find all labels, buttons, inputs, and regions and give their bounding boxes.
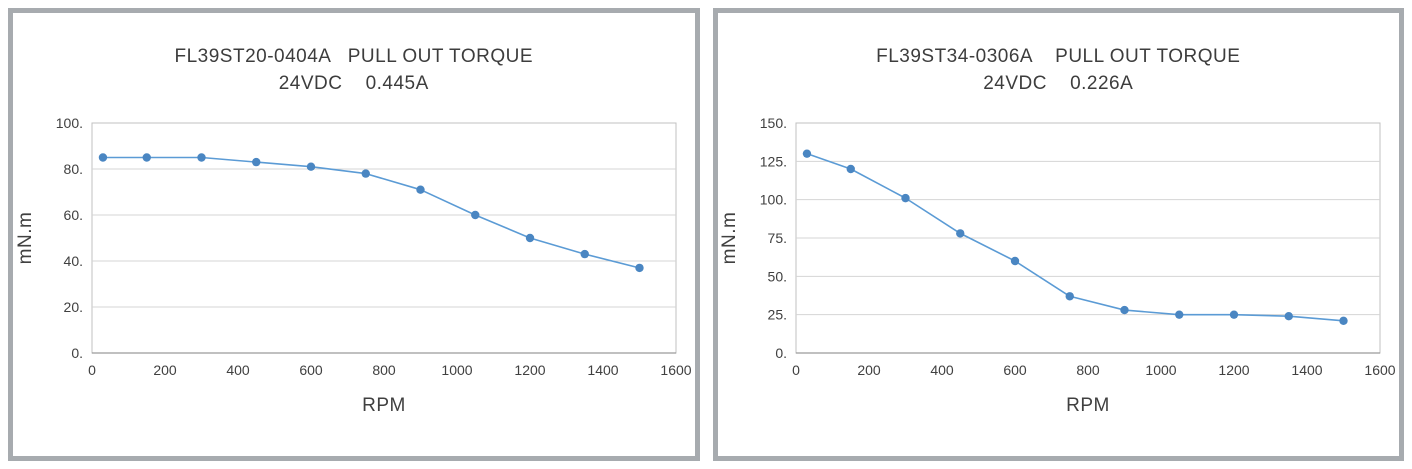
x-tick-label: 800 — [372, 362, 396, 378]
data-point-marker — [1065, 292, 1075, 301]
y-tick-label: 100. — [56, 115, 83, 131]
data-point-marker — [1339, 316, 1348, 325]
data-point-marker — [1120, 305, 1129, 315]
y-tick-label: 60. — [63, 207, 82, 223]
y-tick-label: 100. — [760, 192, 787, 208]
data-point-marker — [803, 149, 812, 158]
x-tick-label: 200 — [153, 362, 177, 378]
x-tick-label: 1600 — [1365, 362, 1396, 378]
y-tick-label: 50. — [768, 268, 787, 284]
data-point-marker — [1284, 312, 1294, 321]
x-tick-label: 600 — [1004, 362, 1028, 378]
data-point-marker — [580, 249, 589, 259]
data-point-marker — [251, 157, 261, 167]
data-point-marker — [901, 193, 910, 203]
torque-curve — [806, 152, 1344, 322]
chart-subtitle: 24VDC 0.445A — [278, 73, 429, 94]
data-point-marker — [306, 162, 315, 171]
chart-subtitle: 24VDC 0.226A — [983, 73, 1134, 94]
chart-panel-left: FL39ST20-0404A PULL OUT TORQUE 24VDC 0.4… — [8, 8, 700, 461]
torque-chart-right: 0. 25. 50. 75. 100. 125. 150. 0 200 400 600 800 1000… — [718, 97, 1398, 422]
x-tick-label: 1400 — [1292, 362, 1323, 378]
x-tick-label: 0 — [792, 362, 800, 378]
chart-title-block: FL39ST34-0306A PULL OUT TORQUE 24VDC 0.2… — [718, 43, 1400, 97]
y-axis-title: mN.m — [719, 212, 740, 265]
x-axis-title: RPM — [1066, 395, 1110, 416]
y-tick-label: 150. — [760, 115, 787, 131]
y-tick-label: 0. — [71, 345, 83, 361]
y-tick-label: 40. — [63, 253, 82, 269]
chart-panel-right: FL39ST34-0306A PULL OUT TORQUE 24VDC 0.2… — [712, 8, 1404, 461]
data-point-marker — [361, 169, 370, 178]
x-tick-label: 1400 — [587, 362, 618, 378]
data-point-marker — [197, 153, 206, 162]
data-point-marker — [525, 233, 534, 243]
data-point-marker — [416, 185, 425, 194]
data-point-marker — [846, 164, 856, 174]
x-tick-label: 0 — [88, 362, 96, 378]
torque-curve — [102, 156, 640, 269]
chart-canvas: 0. 25. 50. 75. 100. 125. 150. 0 200 400 600 800 1000… — [719, 115, 1396, 416]
data-point-marker — [635, 263, 644, 273]
x-tick-label: 1600 — [660, 362, 691, 378]
x-tick-label: 600 — [299, 362, 323, 378]
y-tick-label: 25. — [768, 307, 787, 323]
x-tick-label: 400 — [931, 362, 955, 378]
chart-title: FL39ST34-0306A PULL OUT TORQUE — [876, 46, 1241, 67]
x-tick-label: 1000 — [441, 362, 472, 378]
x-tick-label: 1200 — [514, 362, 545, 378]
data-point-marker — [470, 210, 480, 220]
data-point-marker — [956, 229, 965, 238]
x-axis-title: RPM — [362, 395, 406, 416]
x-tick-label: 1000 — [1146, 362, 1177, 378]
torque-chart-left: 0. 20. 40. 60. 80. 100. 0 200 400 600 800 1000 1200 1… — [14, 97, 694, 422]
data-point-marker — [98, 153, 107, 162]
x-tick-label: 400 — [226, 362, 250, 378]
data-point-marker — [1011, 256, 1020, 266]
y-tick-label: 20. — [63, 299, 82, 315]
y-axis-title: mN.m — [15, 212, 36, 265]
x-tick-label: 800 — [1077, 362, 1101, 378]
data-point-marker — [1175, 310, 1184, 319]
y-tick-label: 80. — [63, 161, 82, 177]
data-point-marker — [1230, 310, 1239, 319]
x-tick-label: 200 — [858, 362, 882, 378]
y-tick-label: 0. — [776, 345, 788, 361]
chart-title-block: FL39ST20-0404A PULL OUT TORQUE 24VDC 0.4… — [13, 43, 695, 97]
chart-canvas: 0. 20. 40. 60. 80. 100. 0 200 400 600 800 1000 1200 1… — [15, 115, 692, 416]
x-tick-label: 1200 — [1219, 362, 1250, 378]
y-tick-label: 75. — [768, 230, 787, 246]
y-tick-label: 125. — [760, 153, 787, 169]
data-point-marker — [142, 153, 151, 162]
chart-title: FL39ST20-0404A PULL OUT TORQUE — [174, 46, 533, 67]
